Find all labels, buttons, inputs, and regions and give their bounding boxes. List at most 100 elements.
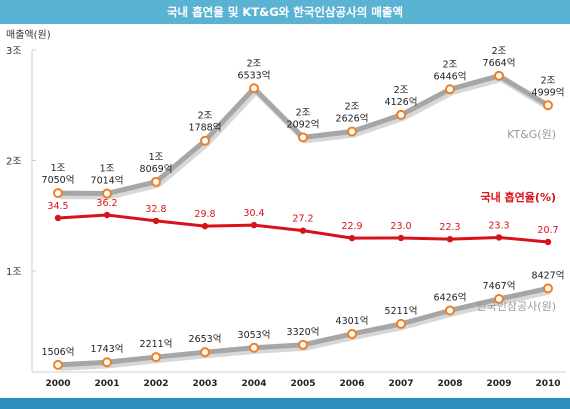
x-tick-label: 2001 [94, 379, 119, 389]
ktg-point [298, 132, 308, 143]
ktg-series-name: KT&G(원) [507, 128, 556, 141]
ginseng-data-label: 5211억 [385, 305, 418, 317]
ginseng-point [494, 293, 504, 304]
ktg-data-label: 1조 [100, 163, 115, 174]
rate-point [348, 234, 356, 242]
ginseng-point [53, 359, 63, 370]
ginseng-point [200, 347, 210, 358]
x-tick-label: 2007 [388, 379, 413, 389]
rate-data-label: 32.8 [145, 204, 166, 215]
rate-point [495, 234, 503, 241]
x-tick-label: 2000 [45, 379, 70, 389]
ktg-data-label: 2조 [198, 111, 213, 122]
ktg-point [543, 100, 553, 111]
ktg-data-label: 2조 [541, 75, 556, 86]
ktg-data-label: 7014억 [91, 174, 124, 186]
rate-data-label: 23.3 [488, 220, 509, 231]
ginseng-data-label: 2211억 [140, 338, 173, 350]
ktg-data-label: 4126억 [385, 96, 418, 108]
ktg-data-label: 6533억 [238, 69, 271, 81]
ginseng-data-label: 7467억 [483, 280, 516, 292]
ginseng-point [445, 305, 455, 316]
x-tick-label: 2002 [143, 379, 168, 389]
ktg-data-label: 7050억 [42, 174, 75, 186]
rate-point [201, 222, 209, 230]
rate-point [299, 227, 307, 234]
x-tick-label: 2005 [290, 379, 315, 389]
ginseng-point [298, 339, 308, 350]
ktg-data-label: 2조 [345, 101, 360, 112]
x-tick-label: 2003 [192, 379, 217, 389]
ktg-data-label: 6446억 [434, 70, 467, 82]
rate-data-label: 27.2 [292, 214, 313, 225]
ginseng-data-label: 1506억 [42, 346, 75, 358]
ginseng-data-label: 4301억 [336, 315, 369, 327]
ktg-data-label: 2조 [443, 59, 458, 70]
y-tick-label: 1조 [6, 267, 22, 278]
ktg-data-label: 2092억 [287, 118, 320, 130]
chart-title: 국내 흡연율 및 KT&G와 한국인삼공사의 매출액 [167, 5, 403, 19]
ktg-data-label: 2조 [394, 85, 409, 96]
ginseng-data-label: 2653억 [189, 333, 222, 345]
ktg-data-label: 2조 [247, 58, 262, 69]
bottom-bar [0, 398, 570, 409]
rate-data-label: 36.2 [96, 198, 117, 209]
ktg-data-label: 4999억 [532, 86, 565, 98]
rate-data-label: 29.8 [194, 209, 215, 220]
rate-data-label: 23.0 [390, 221, 411, 232]
ginseng-data-label: 3053억 [238, 329, 271, 341]
ktg-data-label: 8069억 [140, 163, 173, 175]
ginseng-data-label: 1743억 [91, 343, 124, 355]
rate-point [152, 217, 160, 225]
ktg-data-label: 2626억 [336, 112, 369, 124]
rate-point [103, 211, 111, 219]
ginseng-point [347, 328, 357, 339]
rate-data-label: 20.7 [537, 225, 558, 236]
ginseng-series-name: 한국인삼공사(원) [477, 300, 556, 313]
x-tick-label: 2009 [486, 379, 511, 389]
rate-point [250, 221, 258, 229]
x-tick-label: 2008 [437, 379, 462, 389]
x-tick-label: 2010 [535, 379, 560, 389]
ktg-data-label: 1조 [149, 152, 164, 163]
ktg-data-label: 1조 [51, 163, 66, 174]
rate-data-label: 22.3 [439, 222, 460, 233]
ktg-data-label: 1788억 [189, 122, 222, 134]
x-tick-label: 2006 [339, 379, 364, 389]
y-tick-label: 2조 [6, 157, 22, 168]
rate-data-label: 30.4 [243, 208, 264, 219]
x-tick-label: 2004 [241, 379, 266, 389]
ginseng-point [543, 283, 553, 294]
ktg-point [396, 109, 406, 120]
ktg-data-label: 2조 [492, 46, 507, 57]
ginseng-point [249, 342, 259, 353]
ktg-data-label: 7664억 [483, 57, 516, 69]
ktg-point [249, 83, 259, 94]
ginseng-data-label: 8427억 [532, 269, 565, 281]
ginseng-point [151, 352, 161, 363]
ktg-data-label: 2조 [296, 107, 311, 118]
rate-data-label: 34.5 [47, 201, 68, 212]
y-axis-unit: 매출액(원) [6, 29, 51, 41]
ktg-point [151, 176, 161, 187]
ktg-point [200, 135, 210, 146]
rate-data-label: 22.9 [341, 221, 362, 232]
ktg-point [102, 188, 112, 199]
rate-point [544, 238, 552, 246]
rate-series-name: 국내 흡연율(%) [480, 190, 556, 204]
ktg-point [347, 126, 357, 137]
rate-point [397, 234, 405, 242]
rate-point [54, 214, 62, 222]
ktg-point [445, 84, 455, 95]
ginseng-data-label: 6426억 [434, 291, 467, 303]
ginseng-data-label: 3320억 [287, 326, 320, 338]
ginseng-point [102, 357, 112, 368]
ginseng-point [396, 318, 406, 329]
y-tick-label: 3조 [6, 46, 22, 57]
ktg-point [494, 70, 504, 81]
title-bar [0, 0, 570, 24]
rate-point [446, 235, 454, 243]
ktg-point [53, 188, 63, 199]
